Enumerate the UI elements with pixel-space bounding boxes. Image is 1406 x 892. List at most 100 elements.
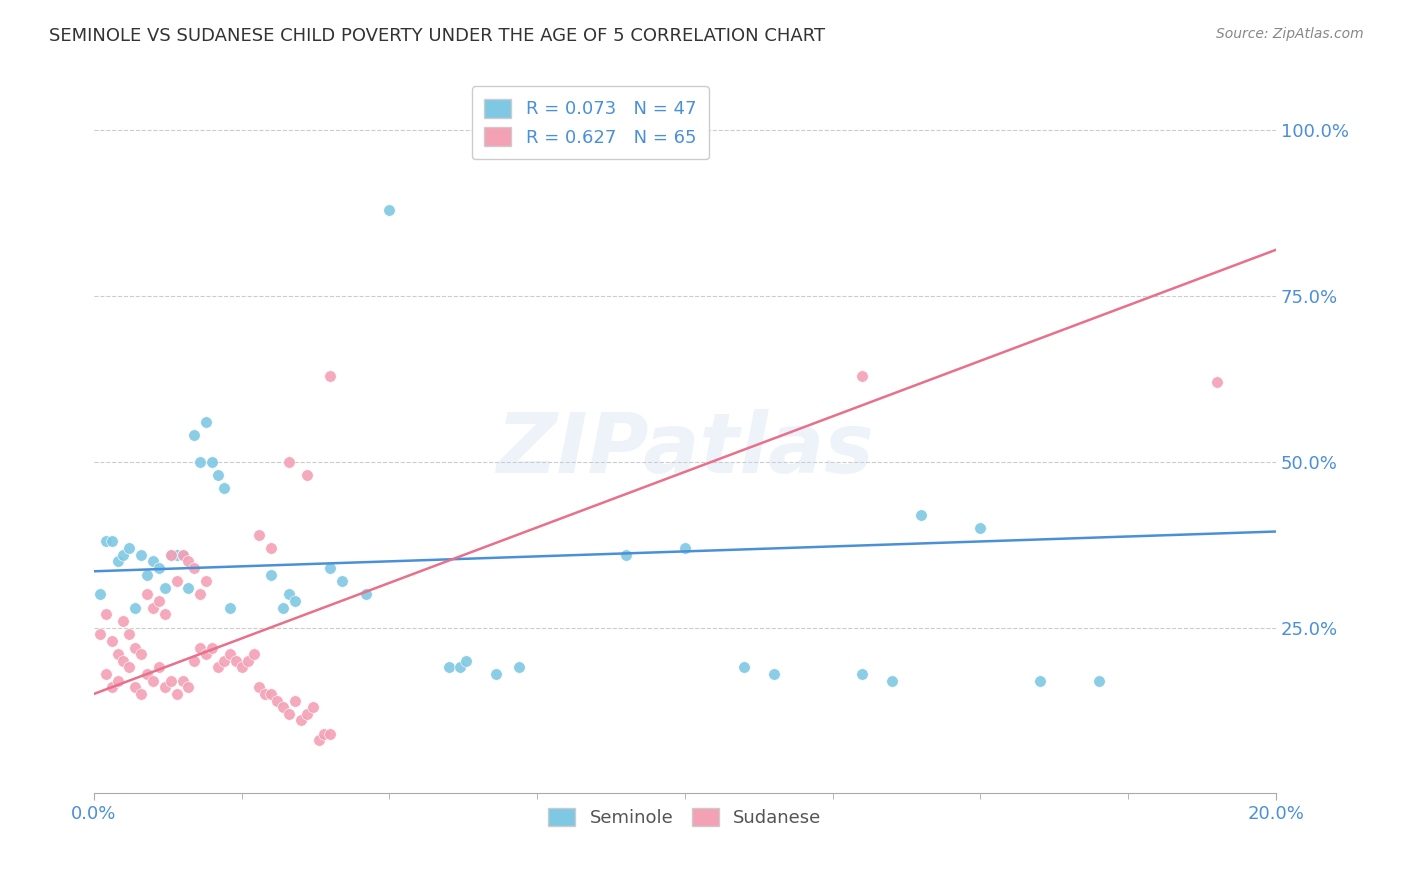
Point (94, 534, 117, 549)
Point (851, 368, 873, 383)
Point (969, 521, 991, 535)
Point (201, 455, 224, 469)
Point (225, 654, 247, 668)
Point (319, 368, 342, 383)
Point (319, 727, 342, 741)
Point (212, 482, 235, 496)
Point (166, 548, 188, 562)
Point (166, 574, 188, 589)
Point (762, 667, 785, 681)
Point (118, 627, 141, 641)
Point (107, 673, 129, 688)
Point (242, 647, 264, 661)
Point (236, 654, 259, 668)
Point (271, 600, 294, 615)
Point (142, 600, 165, 615)
Point (183, 654, 205, 668)
Point (354, 587, 377, 601)
Point (183, 428, 205, 442)
Point (508, 660, 530, 674)
Point (231, 660, 253, 674)
Point (1205, 376, 1227, 390)
Point (319, 561, 342, 575)
Point (183, 561, 205, 575)
Point (112, 548, 135, 562)
Point (485, 667, 508, 681)
Point (107, 647, 129, 661)
Point (314, 727, 336, 741)
Legend: Seminole, Sudanese: Seminole, Sudanese (541, 801, 828, 834)
Point (188, 455, 211, 469)
Text: SEMINOLE VS SUDANESE CHILD POVERTY UNDER THE AGE OF 5 CORRELATION CHART: SEMINOLE VS SUDANESE CHILD POVERTY UNDER… (49, 27, 825, 45)
Point (851, 667, 873, 681)
Point (673, 541, 696, 555)
Point (172, 548, 194, 562)
Point (207, 660, 229, 674)
Point (89, 627, 111, 641)
Point (107, 554, 129, 568)
Point (195, 574, 218, 589)
Point (159, 548, 181, 562)
Point (614, 548, 637, 562)
Point (260, 567, 283, 582)
Point (129, 687, 152, 701)
Point (166, 687, 188, 701)
Point (188, 587, 211, 601)
Point (177, 681, 200, 695)
Point (94, 607, 117, 622)
Point (278, 706, 301, 721)
Point (330, 574, 353, 589)
Point (142, 673, 165, 688)
Point (148, 594, 170, 608)
Point (177, 554, 200, 568)
Point (100, 534, 122, 549)
Point (1087, 673, 1109, 688)
Point (89, 587, 111, 601)
Text: ZIPatlas: ZIPatlas (496, 409, 875, 491)
Point (278, 455, 301, 469)
Point (456, 654, 478, 668)
Point (284, 594, 307, 608)
Point (910, 508, 932, 522)
Point (271, 700, 294, 714)
Point (142, 554, 165, 568)
Point (172, 548, 194, 562)
Point (266, 693, 288, 707)
Point (172, 673, 194, 688)
Point (207, 468, 229, 483)
Point (112, 614, 135, 628)
Point (112, 654, 135, 668)
Point (148, 561, 170, 575)
Point (449, 660, 471, 674)
Point (1028, 673, 1050, 688)
Point (260, 687, 283, 701)
Point (378, 202, 401, 217)
Point (295, 706, 318, 721)
Point (201, 640, 224, 655)
Point (212, 654, 235, 668)
Point (195, 647, 218, 661)
Point (308, 733, 330, 747)
Point (177, 581, 200, 595)
Point (188, 640, 211, 655)
Point (249, 681, 271, 695)
Point (159, 673, 181, 688)
Point (254, 687, 277, 701)
Point (260, 541, 283, 555)
Point (880, 673, 903, 688)
Point (124, 640, 146, 655)
Point (301, 700, 323, 714)
Point (118, 541, 141, 555)
Point (124, 681, 146, 695)
Point (195, 415, 218, 429)
Point (153, 581, 176, 595)
Point (218, 600, 240, 615)
Point (100, 681, 122, 695)
Point (733, 660, 755, 674)
Point (249, 528, 271, 542)
Point (295, 468, 318, 483)
Point (136, 587, 159, 601)
Point (278, 587, 301, 601)
Point (148, 660, 170, 674)
Text: Source: ZipAtlas.com: Source: ZipAtlas.com (1216, 27, 1364, 41)
